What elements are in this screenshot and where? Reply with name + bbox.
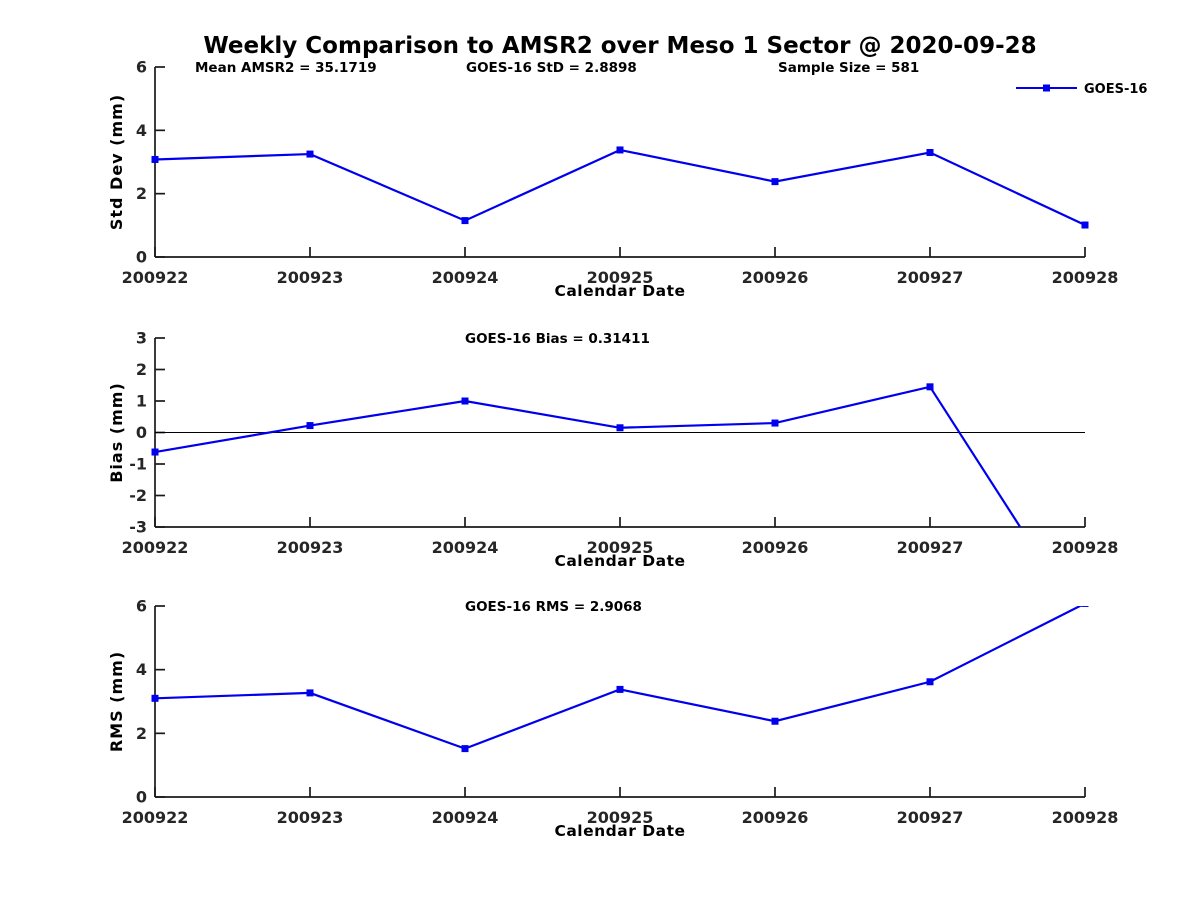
series-line-goes-16 <box>154 385 1022 527</box>
x-tick-label: 200928 <box>1052 268 1119 287</box>
x-tick-label: 200926 <box>742 268 809 287</box>
x-tick-label: 200922 <box>122 268 189 287</box>
y-tick-label: 2 <box>136 724 147 743</box>
data-point-marker <box>461 745 469 753</box>
x-tick-label: 200927 <box>897 538 964 557</box>
legend-square-marker-icon <box>1043 84 1050 92</box>
data-point-marker <box>461 397 469 405</box>
y-tick-label: 0 <box>136 248 147 267</box>
chart-3: 0 2 4 6 200922 200923 200924 200925 200926 200927… <box>122 597 1119 828</box>
data-point-marker <box>306 422 314 430</box>
x-tick-label: 200926 <box>742 538 809 557</box>
y-tick-label: 4 <box>136 660 147 679</box>
data-point-marker <box>616 424 624 432</box>
legend-label: GOES-16 <box>1084 82 1147 97</box>
ylabel-bias: Bias (mm) <box>107 382 126 483</box>
data-point-marker <box>306 150 314 158</box>
figure-title: Weekly Comparison to AMSR2 over Meso 1 S… <box>203 33 1036 59</box>
y-tick-label: -1 <box>129 455 147 474</box>
x-tick-label: 200928 <box>1052 808 1119 827</box>
y-tick-label: 0 <box>136 788 147 807</box>
x-tick-label: 200928 <box>1052 538 1119 557</box>
data-point-marker <box>771 419 779 427</box>
y-tick-label: 0 <box>136 423 147 442</box>
ylabel-stddev: Std Dev (mm) <box>107 94 126 230</box>
data-point-marker <box>771 178 779 186</box>
data-point-marker <box>926 383 934 391</box>
data-point-marker <box>616 146 624 154</box>
data-point-marker <box>1081 606 1089 607</box>
x-tick-label: 200925 <box>587 808 654 827</box>
chart-1: 0 2 4 6 200922 200923 200924 200925 200926 200927… <box>122 58 1119 288</box>
y-tick-label: 6 <box>136 58 147 77</box>
data-point-marker <box>771 717 779 725</box>
data-point-marker <box>1081 221 1089 229</box>
series-line-goes-16 <box>154 606 1083 750</box>
y-tick-label: 3 <box>136 329 147 348</box>
chart-2: -3 -2 -1 0 1 2 3 200922 200923 200924 200925 200926… <box>122 329 1119 631</box>
data-point-marker <box>151 694 159 702</box>
data-point-marker <box>616 685 624 693</box>
data-point-marker <box>1082 624 1089 631</box>
legend: GOES-16 <box>1016 82 1147 97</box>
x-tick-label: 200923 <box>277 538 344 557</box>
ylabel-rms: RMS (mm) <box>107 651 126 752</box>
y-tick-label: -3 <box>129 518 147 537</box>
stat-goes16-std: GOES-16 StD = 2.8898 <box>466 60 637 76</box>
data-point-marker <box>461 217 469 225</box>
x-tick-label: 200925 <box>587 538 654 557</box>
data-point-marker <box>151 155 159 163</box>
series-line-goes-16 <box>154 148 1086 227</box>
x-tick-label: 200923 <box>277 268 344 287</box>
x-tick-label: 200927 <box>897 808 964 827</box>
stat-goes16-rms: GOES-16 RMS = 2.9068 <box>465 599 642 615</box>
x-tick-label: 200926 <box>742 808 809 827</box>
xlabel-chart1: Calendar Date <box>554 282 685 300</box>
y-tick-label: -2 <box>129 486 147 505</box>
x-tick-label: 200922 <box>122 538 189 557</box>
y-tick-label: 6 <box>136 597 147 616</box>
stat-sample-size: Sample Size = 581 <box>778 60 919 76</box>
stat-mean-amsr2: Mean AMSR2 = 35.1719 <box>195 60 377 76</box>
data-point-marker <box>926 678 934 686</box>
y-tick-label: 2 <box>136 184 147 203</box>
x-tick-label: 200923 <box>277 808 344 827</box>
xlabel-chart2: Calendar Date <box>554 552 685 570</box>
data-point-marker <box>151 448 159 456</box>
y-tick-label: 1 <box>136 392 147 411</box>
x-tick-label: 200924 <box>432 268 499 287</box>
x-tick-label: 200924 <box>432 808 499 827</box>
x-tick-label: 200924 <box>432 538 499 557</box>
xlabel-chart3: Calendar Date <box>554 822 685 840</box>
x-tick-label: 200927 <box>897 268 964 287</box>
data-point-marker <box>306 689 314 697</box>
data-point-marker <box>926 149 934 156</box>
stat-goes16-bias: GOES-16 Bias = 0.31411 <box>465 331 650 347</box>
y-tick-label: 4 <box>136 121 147 140</box>
x-tick-label: 200925 <box>587 268 654 287</box>
x-tick-label: 200922 <box>122 808 189 827</box>
y-tick-label: 2 <box>136 360 147 379</box>
